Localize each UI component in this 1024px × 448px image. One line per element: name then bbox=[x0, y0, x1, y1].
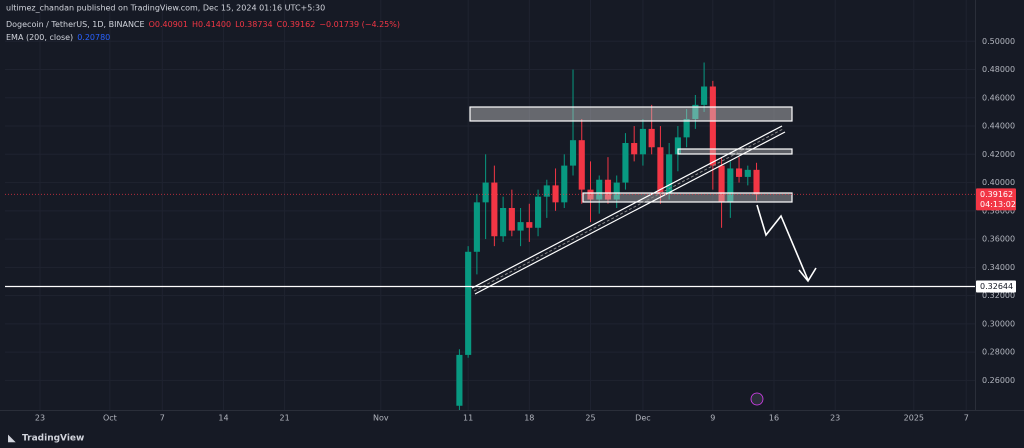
last-price-box bbox=[976, 188, 1016, 211]
candle-body bbox=[517, 222, 524, 231]
x-tick-label: 16 bbox=[769, 414, 779, 423]
trend-line bbox=[471, 125, 783, 289]
candle-body bbox=[727, 168, 734, 203]
candle-body bbox=[692, 104, 699, 119]
change: −0.01739 (−4.25%) bbox=[319, 20, 400, 29]
event-icon bbox=[750, 392, 764, 406]
y-tick-label: 0.44000 bbox=[982, 122, 1015, 131]
resistance-zone bbox=[469, 106, 793, 122]
brand-logo: ◣ bbox=[8, 433, 16, 444]
ema-label: EMA (200, close) bbox=[6, 33, 73, 42]
symbol: Dogecoin / TetherUS, 1D, BINANCE bbox=[6, 20, 145, 29]
candle-body bbox=[604, 179, 612, 200]
time-axis-border bbox=[0, 410, 1024, 411]
candle-body bbox=[674, 137, 681, 155]
minor-zone bbox=[677, 148, 793, 155]
candle-body bbox=[666, 154, 673, 194]
legend-line: Dogecoin / TetherUS, 1D, BINANCE O0.40901… bbox=[6, 20, 400, 29]
ema-value: 0.20780 bbox=[77, 33, 110, 42]
candle-body bbox=[639, 128, 646, 155]
candles bbox=[456, 62, 760, 410]
arrow-head bbox=[798, 267, 817, 283]
candle-body bbox=[535, 196, 542, 228]
axes: 0.26000 0.28000 0.30000 0.32000 0.34000 0.360… bbox=[5, 37, 1016, 423]
x-tick-label: 21 bbox=[280, 414, 290, 423]
candle-body bbox=[543, 185, 550, 197]
candle-body bbox=[701, 86, 708, 105]
level-label-box bbox=[976, 280, 1016, 293]
y-tick-label: 0.38000 bbox=[982, 206, 1015, 215]
candle-body bbox=[735, 168, 743, 177]
y-tick-label: 0.46000 bbox=[982, 93, 1015, 102]
candle-body bbox=[508, 207, 515, 231]
candle-body bbox=[473, 202, 480, 252]
candle-body bbox=[491, 182, 498, 237]
trend-line bbox=[474, 131, 786, 295]
support-zone bbox=[582, 192, 793, 203]
x-tick-label: 2025 bbox=[904, 414, 924, 423]
high: H0.41400 bbox=[192, 20, 231, 29]
y-tick-label: 0.36000 bbox=[982, 235, 1015, 244]
x-tick-label: 7 bbox=[160, 414, 165, 423]
candle-body bbox=[482, 182, 489, 203]
candle-body bbox=[613, 182, 620, 200]
publish-line: ultimez_chandan published on TradingView… bbox=[6, 4, 325, 13]
close: C0.39162 bbox=[277, 20, 316, 29]
candle-body bbox=[569, 140, 577, 166]
candle-body bbox=[709, 86, 716, 166]
candle-body bbox=[526, 222, 533, 228]
ema-line: EMA (200, close) 0.20780 bbox=[6, 33, 110, 42]
last-price-label: 0.39162 bbox=[980, 190, 1013, 199]
y-tick-label: 0.26000 bbox=[982, 376, 1015, 385]
low: L0.38734 bbox=[235, 20, 273, 29]
x-tick-label: 18 bbox=[524, 414, 534, 423]
y-tick-label: 0.50000 bbox=[982, 37, 1015, 46]
open: O0.40901 bbox=[149, 20, 188, 29]
price-axis-border bbox=[975, 0, 976, 410]
candle-body bbox=[465, 251, 472, 355]
y-tick-label: 0.32000 bbox=[982, 291, 1015, 300]
candle-body bbox=[500, 207, 507, 237]
candle-body bbox=[631, 143, 638, 155]
x-tick-label: Dec bbox=[635, 414, 650, 423]
y-tick-label: 0.28000 bbox=[982, 348, 1015, 357]
y-tick-label: 0.40000 bbox=[982, 178, 1015, 187]
x-tick-label: 23 bbox=[35, 414, 45, 423]
candle-body bbox=[718, 165, 725, 203]
candle-body bbox=[648, 128, 655, 148]
x-tick-label: 23 bbox=[830, 414, 840, 423]
level-label: 0.32644 bbox=[980, 282, 1013, 291]
candle-body bbox=[456, 354, 463, 406]
candle-body bbox=[596, 179, 603, 200]
candle-body bbox=[578, 140, 585, 190]
x-tick-label: 7 bbox=[964, 414, 969, 423]
x-tick-label: 11 bbox=[463, 414, 473, 423]
candle-body bbox=[561, 165, 568, 203]
candle-body bbox=[683, 118, 690, 138]
x-tick-label: Nov bbox=[373, 414, 389, 423]
y-tick-label: 0.42000 bbox=[982, 150, 1015, 159]
candle-body bbox=[622, 143, 629, 183]
y-tick-label: 0.30000 bbox=[982, 319, 1015, 328]
y-tick-label: 0.48000 bbox=[982, 65, 1015, 74]
trend-mid bbox=[473, 128, 784, 292]
x-tick-label: 9 bbox=[710, 414, 715, 423]
countdown: 04:13:02 bbox=[980, 200, 1016, 209]
candle-body bbox=[657, 147, 664, 194]
candle-body bbox=[552, 185, 559, 203]
x-tick-label: Oct bbox=[103, 414, 117, 423]
x-tick-label: 25 bbox=[585, 414, 595, 423]
brand: TradingView bbox=[22, 434, 84, 444]
candle-body bbox=[744, 169, 751, 177]
y-tick-label: 0.34000 bbox=[982, 263, 1015, 272]
x-tick-label: 14 bbox=[218, 414, 228, 423]
projection-arrow bbox=[756, 204, 809, 281]
candle-body bbox=[753, 169, 760, 195]
drawings bbox=[469, 106, 817, 406]
